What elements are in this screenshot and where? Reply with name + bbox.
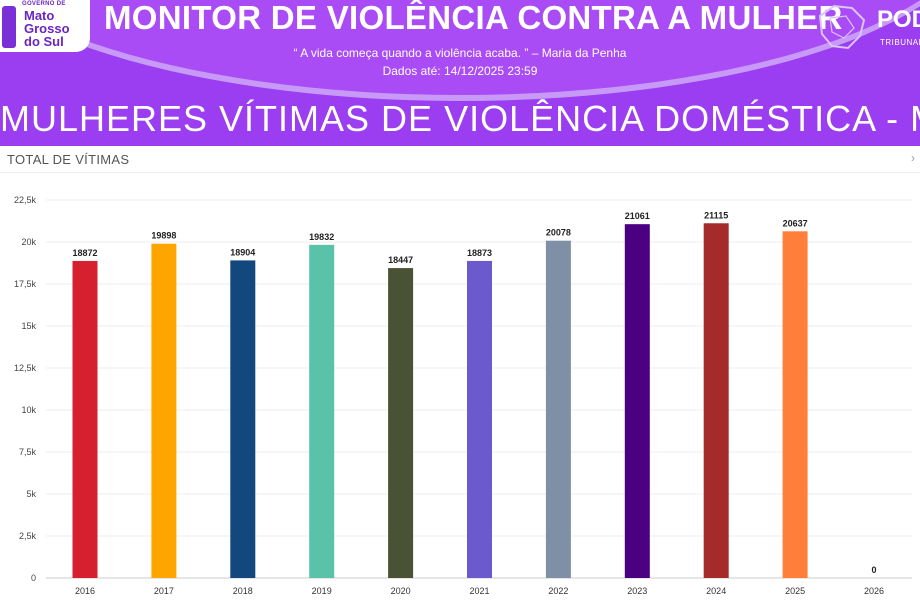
x-tick-label: 2017: [154, 586, 174, 596]
bar: [230, 260, 256, 578]
page-title: MONITOR DE VIOLÊNCIA CONTRA A MULHER: [104, 0, 843, 36]
logo-line-0: GOVERNO DE: [22, 1, 66, 7]
right-subtitle: TRIBUNAL: [880, 38, 920, 47]
y-tick-label: 2,5k: [19, 531, 37, 541]
y-tick-label: 22,5k: [14, 195, 37, 205]
data-label: 18872: [72, 248, 97, 258]
x-tick-label: 2022: [548, 586, 568, 596]
panel-divider: [0, 172, 920, 173]
x-tick-label: 2019: [312, 586, 332, 596]
x-tick-label: 2020: [391, 586, 411, 596]
data-label: 21061: [625, 211, 650, 221]
right-brand: POD: [877, 6, 920, 33]
logo-line-2: Grosso: [24, 21, 70, 36]
data-label: 20078: [546, 228, 571, 238]
x-tick-label: 2016: [75, 586, 95, 596]
bar: [388, 268, 414, 578]
government-logo[interactable]: GOVERNO DE Mato Grosso do Sul: [0, 0, 90, 52]
y-tick-label: 20k: [21, 237, 36, 247]
data-label: 18447: [388, 255, 413, 265]
y-tick-label: 15k: [21, 321, 36, 331]
x-tick-label: 2018: [233, 586, 253, 596]
chevron-right-icon[interactable]: ›: [911, 151, 915, 165]
data-label: 18904: [230, 247, 255, 257]
data-date: Dados até: 14/12/2025 23:59: [382, 64, 538, 78]
y-tick-label: 5k: [26, 489, 36, 499]
data-label: 18873: [467, 248, 492, 258]
bar-chart: 0 2,5k 5k 7,5k 10k 12,5k 15k 17,5k 20k 22,5k 18872…: [14, 195, 912, 596]
logo-line-3: do Sul: [24, 34, 64, 49]
data-label: 0: [871, 565, 876, 575]
data-label: 21115: [704, 210, 728, 220]
data-label: 20637: [783, 218, 808, 228]
bar: [309, 244, 335, 579]
quote-text: “ A vida começa quando a violência acaba…: [293, 46, 627, 60]
data-label: 19832: [309, 232, 334, 242]
x-tick-label: 2023: [627, 586, 647, 596]
bar: [782, 231, 808, 578]
y-tick-label: 17,5k: [14, 279, 37, 289]
bar: [467, 260, 492, 578]
main-heading: MULHERES VÍTIMAS DE VIOLÊNCIA DOMÉSTICA …: [0, 98, 920, 139]
data-label: 19898: [151, 231, 176, 241]
bar: [624, 224, 650, 578]
y-tick-label: 10k: [21, 405, 36, 415]
x-tick-label: 2024: [706, 586, 726, 596]
x-tick-label: 2021: [469, 586, 489, 596]
header-banner: GOVERNO DE Mato Grosso do Sul MONITOR DE…: [0, 0, 920, 146]
y-tick-label: 7,5k: [19, 447, 37, 457]
y-tick-label: 12,5k: [14, 363, 37, 373]
x-tick-label: 2025: [785, 586, 805, 596]
bar: [72, 260, 98, 578]
emblem-icon: [2, 6, 16, 48]
logo-line-1: Mato: [24, 8, 55, 23]
bar: [703, 223, 729, 578]
bar: [545, 240, 571, 578]
bar: [151, 243, 177, 578]
panel-label: TOTAL DE VÍTIMAS: [7, 152, 130, 167]
x-tick-label: 2026: [864, 586, 884, 596]
state-map-icon: [818, 4, 866, 50]
y-tick-label: 0: [31, 573, 36, 583]
